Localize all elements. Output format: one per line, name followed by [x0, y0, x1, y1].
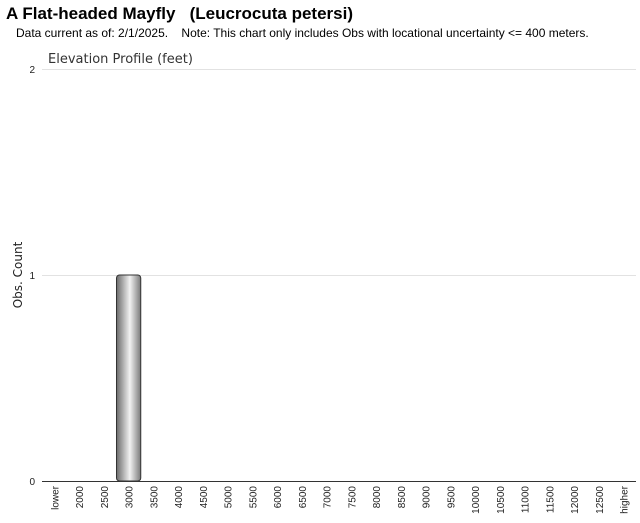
x-tick-label: 2500 [100, 486, 111, 509]
y-tick-label: 2 [29, 65, 35, 76]
x-tick-label: 6500 [298, 486, 309, 509]
plot-title: Elevation Profile (feet) [48, 52, 193, 67]
x-tick-label: 8000 [372, 486, 383, 509]
x-tick-label: 5500 [248, 486, 259, 509]
x-tick-label: 12500 [595, 486, 606, 514]
y-tick-label: 0 [29, 477, 35, 488]
x-tick-label: 3000 [125, 486, 136, 509]
x-tick-label: 10000 [471, 486, 482, 514]
y-tick-label: 1 [29, 271, 35, 282]
x-tick-label: 11500 [545, 486, 556, 514]
x-tick-label: 7500 [347, 486, 358, 509]
x-tick-label: 3500 [149, 486, 160, 509]
bars [115, 274, 142, 482]
x-tick-label: 2000 [75, 486, 86, 509]
x-ticks: lower 2000 2500 3000 3500 4000 4500 5000 5500 600… [50, 485, 630, 513]
x-tick-label: 9500 [446, 486, 457, 509]
x-tick-label: lower [50, 485, 61, 510]
bar-3000 [115, 274, 142, 482]
y-ticks: 0 1 2 [29, 65, 35, 488]
x-tick-label: 8500 [397, 486, 408, 509]
grid-lines [42, 69, 636, 276]
data-note: Data current as of: 2/1/2025. Note: This… [16, 26, 589, 40]
x-tick-label: 6000 [273, 486, 284, 509]
x-tick-label: higher [620, 485, 631, 513]
chart-title: A Flat-headed Mayfly (Leucrocuta petersi… [6, 4, 353, 23]
x-tick-label: 5000 [224, 486, 235, 509]
y-axis-label: Obs. Count [11, 241, 25, 308]
x-tick-label: 4500 [199, 486, 210, 509]
x-tick-label: 9000 [422, 486, 433, 509]
x-tick-label: 12000 [570, 486, 581, 514]
x-tick-label: 7000 [323, 486, 334, 509]
x-tick-label: 10500 [496, 486, 507, 514]
x-tick-label: 11000 [521, 486, 532, 514]
x-tick-label: 4000 [174, 486, 185, 509]
